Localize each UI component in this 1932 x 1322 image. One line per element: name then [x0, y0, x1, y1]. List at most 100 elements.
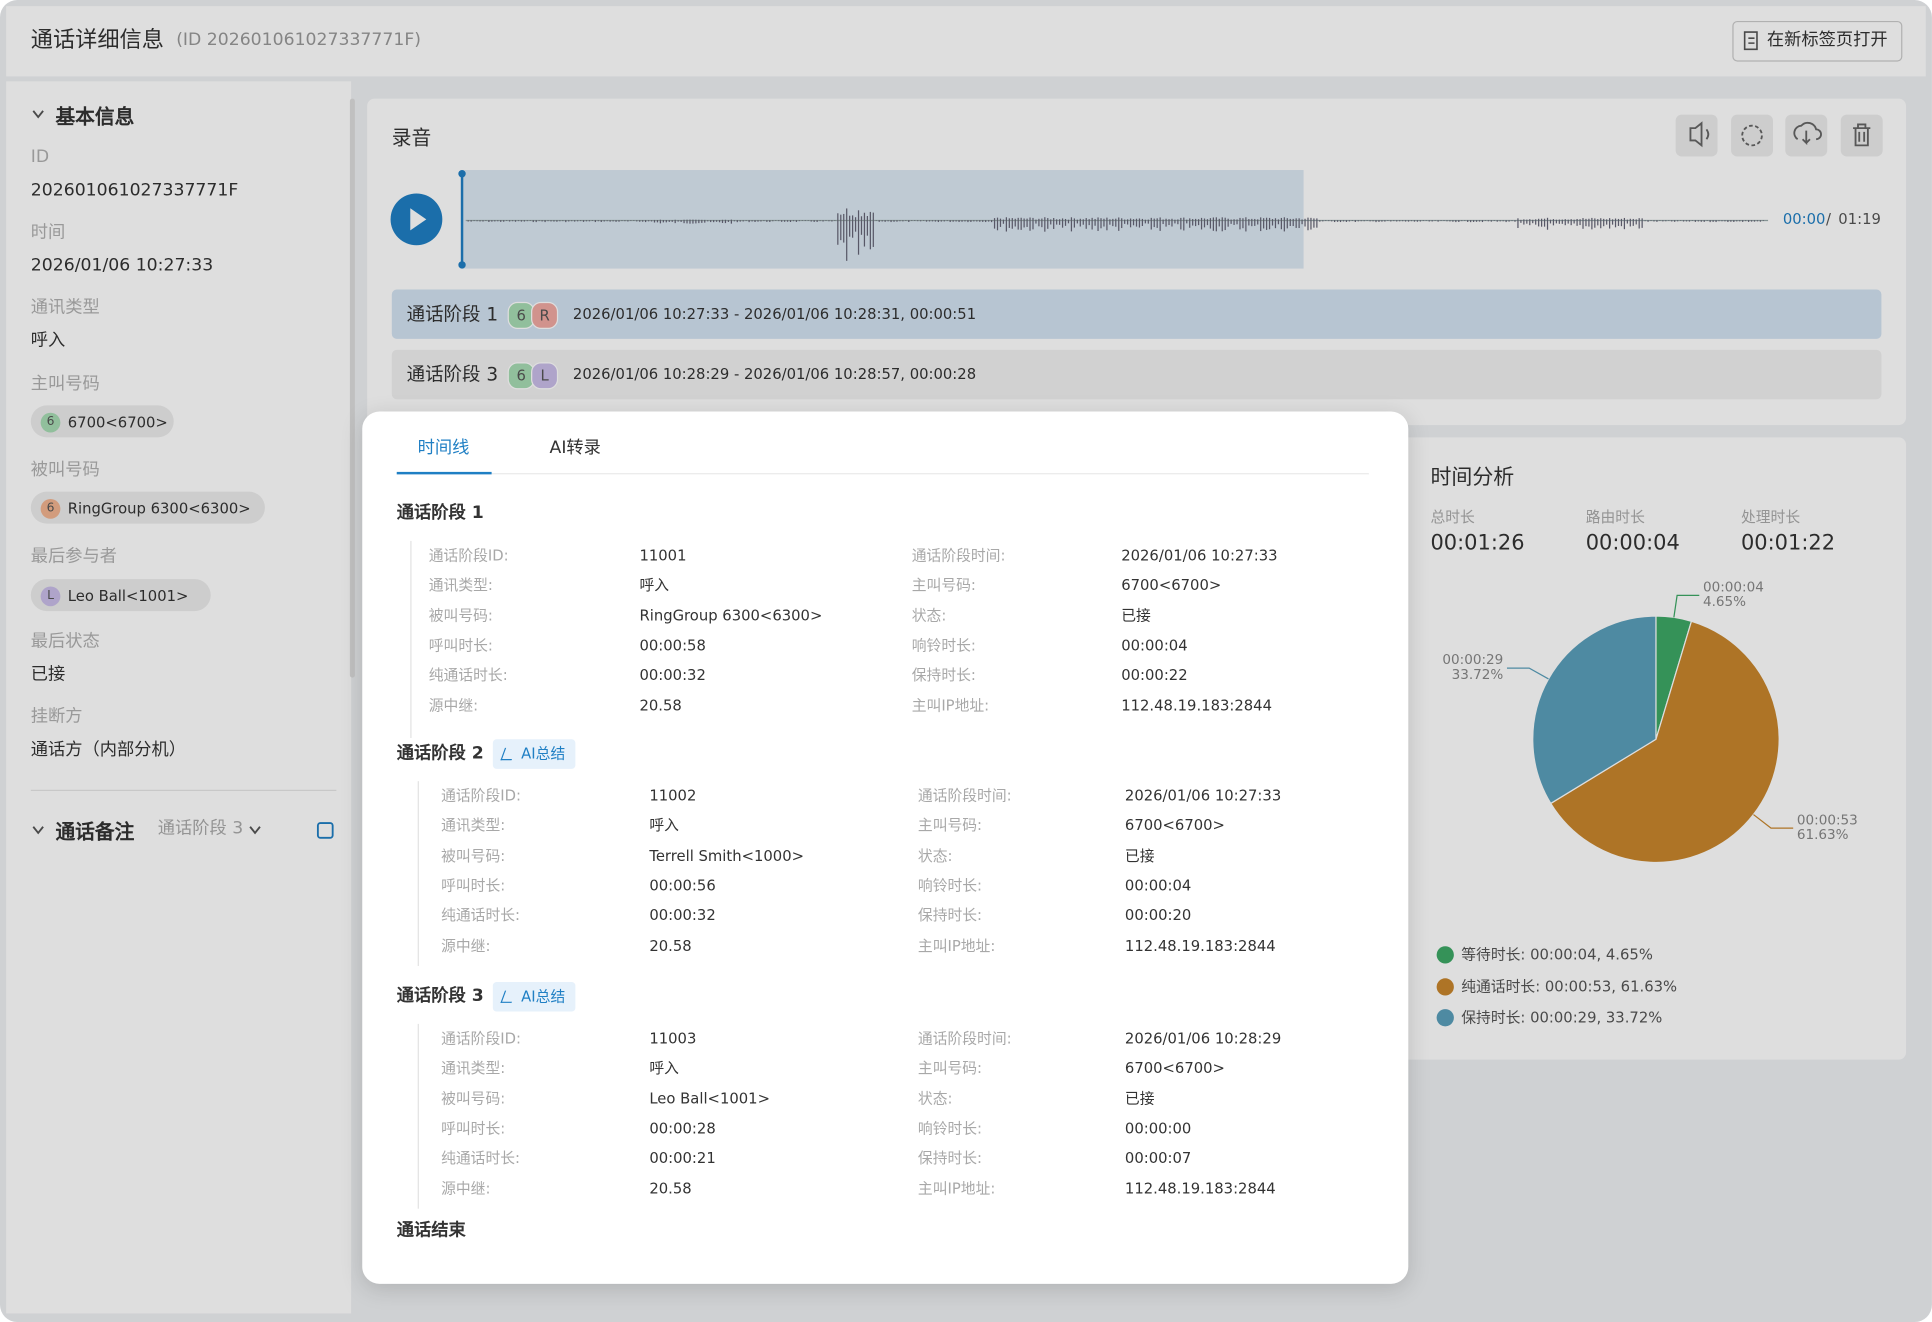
- field-value: 20.58: [649, 936, 692, 955]
- field-value: 呼入: [639, 576, 670, 594]
- download-icon: [1793, 121, 1822, 146]
- total-time: 01:19: [1838, 210, 1881, 228]
- ai-button-label: AI总结: [521, 987, 566, 1006]
- analysis-title: 时间分析: [1430, 465, 1515, 491]
- open-icon: [1743, 31, 1758, 51]
- field-label: 响铃时长:: [917, 1119, 983, 1137]
- delete-button[interactable]: [1840, 114, 1883, 157]
- field-value: 2026/01/06 10:27:33: [30, 255, 214, 276]
- field-label: 通话阶段时间:: [917, 1029, 1012, 1048]
- field-value: 00:00:07: [1124, 1149, 1192, 1167]
- ai-button[interactable]: [492, 981, 576, 1012]
- field-value: 已接: [30, 664, 66, 685]
- field-value: 6700<6700>: [67, 413, 168, 431]
- tab[interactable]: AI转录: [549, 438, 601, 458]
- field-label: 被叫号码:: [428, 606, 493, 624]
- field-label: 最后参与者: [30, 546, 118, 567]
- field-value: Terrell Smith<1000>: [649, 846, 804, 865]
- field-value: 202601061027337771F: [30, 180, 239, 201]
- field-label: 通讯类型:: [428, 576, 493, 594]
- field-value: 6700<6700>: [1121, 576, 1222, 594]
- field-value: 11001: [639, 546, 687, 565]
- pie-duration-label: 00:00:29: [1442, 652, 1504, 669]
- chevrons: [32, 110, 261, 835]
- open-tab-button[interactable]: [1732, 20, 1903, 62]
- field-label: 通话阶段时间:: [911, 546, 1006, 565]
- field-value: 20.58: [639, 696, 682, 714]
- legend-entry: 纯通话时长: 00:00:53, 61.63%: [1461, 977, 1678, 995]
- pie-slice: [1532, 615, 1657, 805]
- field-label: 通讯类型: [30, 297, 100, 318]
- ai-button[interactable]: [492, 739, 576, 769]
- field-value: 呼入: [649, 1059, 679, 1077]
- segment-row: [391, 349, 1882, 400]
- field-label: 通话阶段ID:: [441, 787, 521, 805]
- field-label: 时间: [30, 222, 66, 243]
- badge: L: [40, 586, 61, 607]
- tab-divider: [396, 473, 1369, 475]
- field-label: 源中继:: [441, 936, 491, 955]
- field-label: 呼叫时长:: [441, 876, 506, 895]
- field-label: 保持时长:: [917, 1149, 983, 1167]
- field-label: 源中继:: [441, 1179, 491, 1197]
- field-value: 112.48.19.183:2844: [1124, 1179, 1276, 1197]
- legend-entry: 等待时长: 00:00:04, 4.65%: [1461, 946, 1653, 964]
- field-value: 00:00:21: [649, 1149, 716, 1167]
- field-value: 11002: [649, 787, 697, 805]
- field-value: 00:00:28: [649, 1119, 716, 1137]
- waveform: [465, 208, 1769, 261]
- waveform-buffer: [462, 170, 1304, 269]
- field-label: 纯通话时长:: [441, 906, 521, 925]
- value-pill: [30, 491, 265, 524]
- field-label: 响铃时长:: [917, 876, 983, 895]
- stat-value: 00:01:26: [1430, 530, 1525, 556]
- stage-title: 通话阶段 1: [396, 503, 484, 524]
- field-label: 状态:: [917, 1089, 953, 1107]
- header-id: (ID 202601061027337771F): [176, 30, 421, 51]
- field-label: 通话阶段ID:: [441, 1029, 521, 1048]
- notes-title: 通话备注: [55, 819, 135, 844]
- time-separator: /: [1825, 210, 1831, 228]
- field-value: 00:00:56: [649, 876, 716, 895]
- field-label: 主叫号码:: [911, 576, 976, 594]
- field-value: 2026/01/06 10:28:29: [1124, 1029, 1282, 1048]
- stage-line: [417, 781, 419, 966]
- field-label: 响铃时长:: [911, 636, 976, 654]
- field-value: 已接: [1121, 606, 1151, 624]
- field-label: 主叫IP地址:: [911, 696, 990, 714]
- stat-value: 00:00:04: [1585, 530, 1680, 556]
- playhead-bottom: [458, 261, 466, 269]
- field-label: 主叫IP地址:: [917, 936, 996, 955]
- field-label: 纯通话时长:: [428, 666, 508, 684]
- tab[interactable]: 时间线: [417, 438, 470, 458]
- recording-title: 录音: [391, 126, 432, 150]
- field-value: RingGroup 6300<6300>: [639, 606, 823, 624]
- field-label: 保持时长:: [917, 906, 983, 925]
- stage-select: 通话阶段 3: [157, 818, 244, 839]
- edit-icon[interactable]: [316, 822, 334, 839]
- field-value: RingGroup 6300<6300>: [67, 499, 251, 518]
- segment-badge: L: [531, 362, 559, 390]
- field-label: 挂断方: [30, 706, 83, 727]
- field-value: 2026/01/06 10:27:33: [1124, 787, 1282, 805]
- field-value: 112.48.19.183:2844: [1121, 696, 1272, 714]
- speed-button[interactable]: [1731, 114, 1773, 157]
- field-label: 主叫号码: [30, 374, 100, 394]
- leader-line: [1506, 667, 1549, 680]
- volume-button[interactable]: [1675, 114, 1718, 157]
- stage-title: 通话阶段 2: [396, 743, 484, 764]
- value-pill: [30, 579, 211, 612]
- pie-value-label: 33.72%: [1451, 666, 1504, 683]
- field-value: 已接: [1124, 846, 1155, 865]
- leader-line: [1753, 814, 1794, 829]
- field-label: 通话阶段ID:: [428, 546, 509, 565]
- stat-label: 总时长: [1430, 508, 1475, 526]
- field-label: 通讯类型:: [441, 817, 506, 835]
- speed-icon: [1741, 124, 1763, 147]
- field-value: Leo Ball<1001>: [67, 587, 189, 605]
- field-label: 被叫号码:: [441, 846, 506, 865]
- stage-line: [417, 1023, 419, 1209]
- playhead-top: [458, 170, 466, 178]
- field-label: 保持时长:: [911, 666, 976, 684]
